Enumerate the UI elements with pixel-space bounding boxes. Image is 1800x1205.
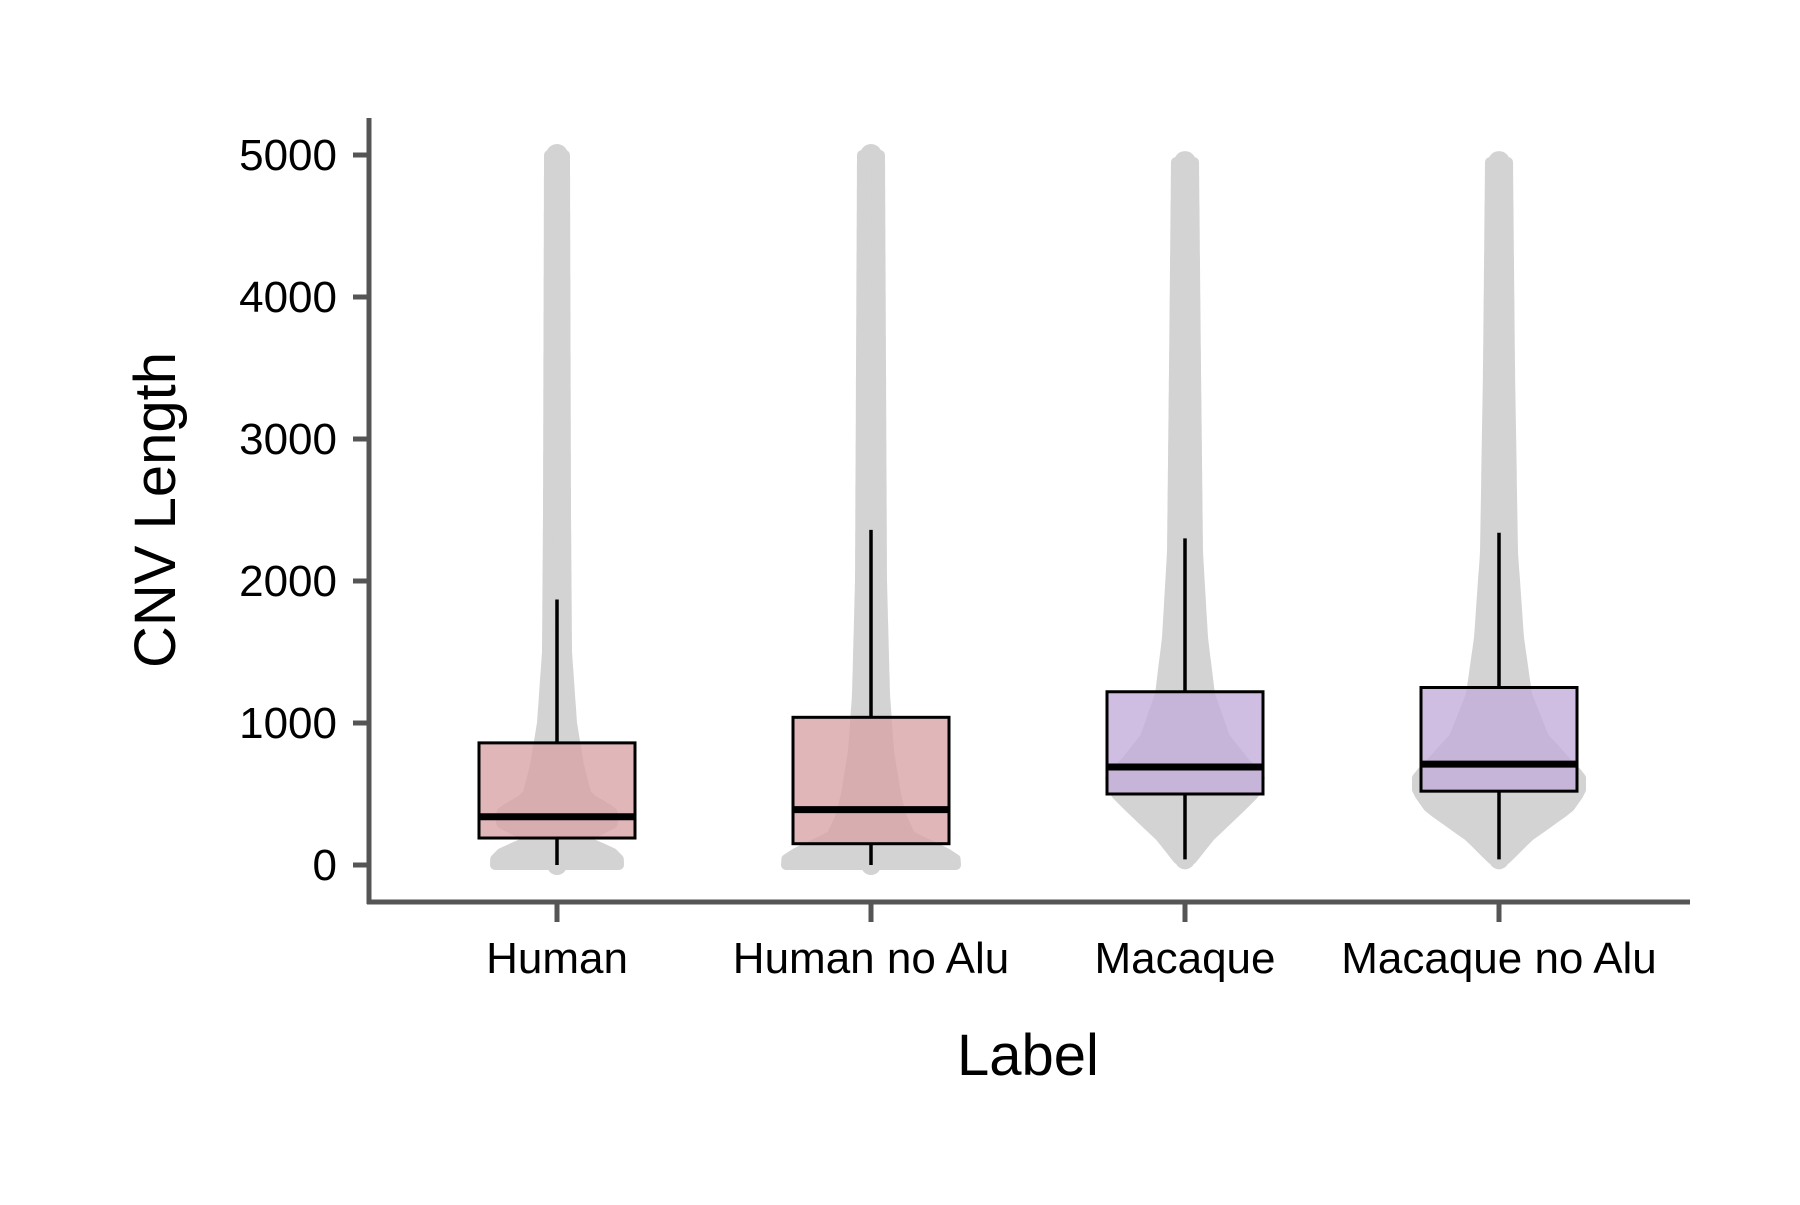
box-4 bbox=[1419, 686, 1579, 793]
x-tick-label-2: Human no Alu bbox=[733, 934, 1009, 983]
x-tick-label-4: Macaque no Alu bbox=[1341, 934, 1657, 983]
y-tick-label-4000: 4000 bbox=[239, 273, 337, 322]
x-axis-title: Label bbox=[957, 1023, 1099, 1088]
y-tick-label-5000: 5000 bbox=[239, 131, 337, 180]
background-point-max-2 bbox=[860, 144, 882, 166]
y-tick-label-2000: 2000 bbox=[239, 557, 337, 606]
background-point-max-3 bbox=[1174, 151, 1196, 174]
y-tick-label-3000: 3000 bbox=[239, 415, 337, 464]
y-tick-label-1000: 1000 bbox=[239, 699, 337, 748]
background-point-max-4 bbox=[1488, 151, 1510, 174]
background-point-max-1 bbox=[546, 144, 568, 166]
ticks-layer: 0 1000 2000 3000 4000 5000 Human Human no Alu Ma… bbox=[239, 131, 1657, 983]
axes-layer bbox=[366, 118, 1690, 905]
y-axis-title: CNV Length bbox=[123, 352, 188, 668]
box-3 bbox=[1105, 690, 1265, 796]
y-tick-label-0: 0 bbox=[313, 841, 337, 890]
background-points-layer bbox=[490, 144, 1586, 875]
x-tick-label-3: Macaque bbox=[1094, 934, 1275, 983]
box-1 bbox=[477, 741, 637, 840]
boxes-layer bbox=[477, 529, 1579, 865]
x-tick-label-1: Human bbox=[486, 934, 628, 983]
box-2 bbox=[791, 715, 951, 846]
